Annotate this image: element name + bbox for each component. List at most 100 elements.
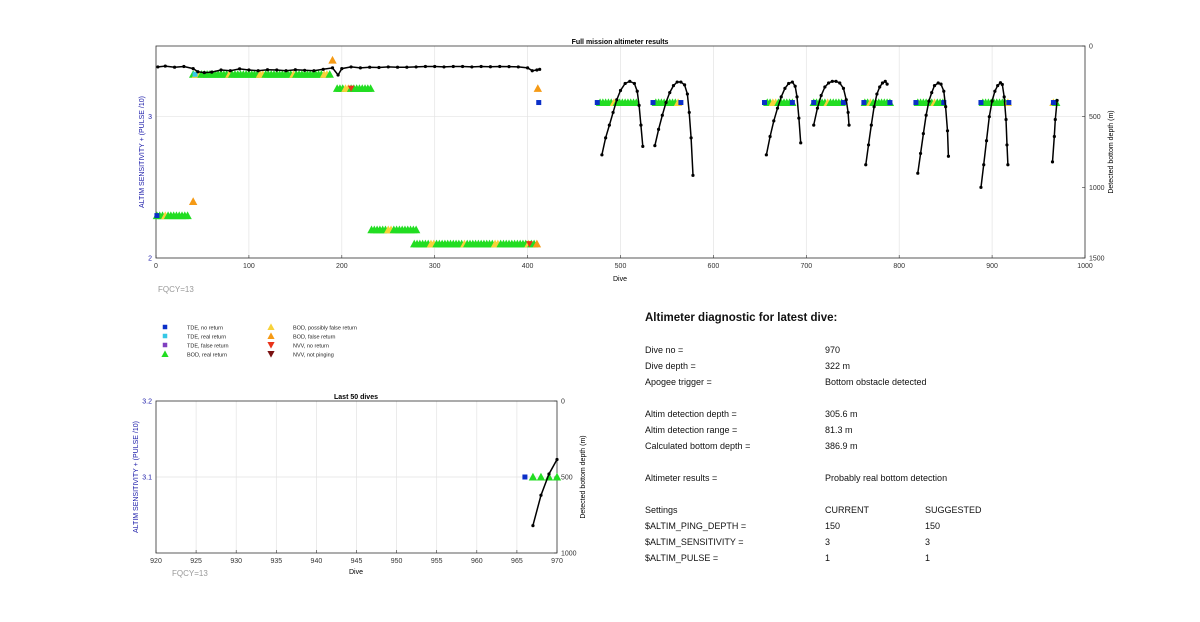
x-tick-label: 940 [311, 558, 323, 565]
diag-label: Apogee trigger = [645, 377, 712, 387]
bod-false-return-marker [188, 197, 198, 205]
depth-point [847, 123, 851, 127]
depth-point [460, 64, 465, 69]
diagnostic-panel: Altimeter diagnostic for latest dive: Di… [645, 312, 1075, 569]
depth-point [883, 79, 887, 83]
tde-no-return-marker [861, 100, 867, 106]
x-tick-label: 100 [243, 263, 255, 270]
depth-point [826, 81, 831, 85]
depth-point [498, 64, 502, 69]
depth-point [386, 65, 390, 69]
depth-point [979, 185, 983, 189]
diag-value: 81.3 m [825, 425, 853, 435]
y-right-tick-label: 500 [561, 475, 573, 482]
depth-point [668, 91, 672, 95]
depth-point [182, 64, 186, 69]
diag-value: 305.6 m [825, 409, 858, 419]
depth-point [775, 106, 780, 110]
depth-point [539, 493, 543, 497]
x-tick-label: 920 [150, 558, 162, 565]
depth-point [936, 81, 940, 85]
depth-point [293, 68, 297, 72]
depth-point [442, 65, 446, 69]
diag-label: Dive no = [645, 345, 684, 355]
tde-no-return-marker [154, 213, 160, 219]
depth-point [530, 69, 534, 73]
legend-label: TDE, no return [187, 326, 223, 332]
depth-point [358, 66, 362, 70]
bod-real-return-marker [325, 70, 334, 78]
depth-point [916, 171, 920, 175]
bottom-chart-title: Last 50 dives [334, 394, 378, 401]
depth-point [869, 123, 873, 127]
x-tick-label: 945 [351, 558, 363, 565]
depth-point [1006, 163, 1010, 167]
depth-point [618, 88, 623, 93]
depth-point [830, 79, 834, 83]
depth-point [679, 80, 683, 84]
bottom-chart-marks [522, 457, 562, 528]
y-right-tick-label: 500 [1089, 114, 1101, 121]
tde-no-return-marker [761, 100, 767, 106]
y-right-tick-label: 1500 [1089, 256, 1105, 263]
depth-point [228, 69, 232, 73]
depth-point [611, 110, 615, 115]
legend-label: NVV, no return [293, 344, 329, 350]
depth-point [875, 92, 879, 96]
full-mission-chart: Full mission altimeter results Dive ALTI… [139, 39, 1115, 294]
depth-point [219, 68, 223, 72]
depth-point [604, 136, 608, 140]
diag-label: $ALTIM_SENSITIVITY = [645, 537, 744, 547]
x-tick-label: 600 [708, 263, 720, 270]
depth-point [479, 64, 483, 69]
depth-point [247, 68, 251, 72]
diag-value: 3 [925, 537, 931, 547]
top-chart-ylabel-right: Detected bottom depth (m) [1108, 110, 1115, 193]
diag-label: Altim detection depth = [645, 409, 737, 419]
depth-point [414, 65, 418, 69]
depth-point [812, 123, 816, 127]
bottom-chart-xlabel: Dive [349, 569, 363, 576]
depth-point [1004, 117, 1008, 122]
y-left-tick-label: 3.1 [142, 475, 152, 482]
depth-point [689, 136, 693, 140]
depth-point [637, 103, 641, 107]
tde-no-return-marker [811, 100, 817, 106]
depth-point [834, 79, 838, 83]
diag-column-header: CURRENT [825, 505, 869, 515]
tde-no-return-marker [789, 100, 795, 106]
legend-label: NVV, not pinging [293, 353, 334, 359]
depth-point [795, 95, 799, 99]
diag-label: $ALTIM_PING_DEPTH = [645, 521, 747, 531]
bod-real-return-marker [536, 472, 546, 481]
depth-point [256, 69, 260, 73]
depth-point [942, 89, 946, 93]
tde-no-return-marker [536, 100, 542, 106]
top-chart-fqcy: FQCY=13 [158, 285, 194, 294]
depth-point [866, 143, 871, 147]
depth-point [1005, 143, 1009, 147]
depth-point [993, 89, 997, 93]
depth-point [664, 100, 668, 105]
depth-point [632, 81, 637, 86]
legend-triangle-down-icon [267, 342, 275, 349]
depth-point [395, 65, 400, 69]
diagnostic-title: Altimeter diagnostic for latest dive: [645, 312, 838, 324]
depth-point [772, 119, 776, 123]
depth-point [675, 80, 679, 84]
depth-point [607, 123, 611, 127]
depth-point [838, 81, 842, 85]
nvv-no-return-marker [526, 241, 533, 248]
depth-point [793, 84, 797, 88]
legend-label: BOD, real return [187, 353, 227, 359]
depth-point [488, 65, 493, 69]
bottom-chart-grid [155, 400, 558, 553]
diag-row-dive-no: Dive no = 970 [645, 345, 1075, 361]
diag-value: 150 [825, 521, 841, 531]
depth-point [1053, 117, 1057, 122]
depth-line [654, 81, 694, 176]
depth-point [653, 144, 657, 148]
legend-triangle-up-icon [161, 350, 169, 357]
diag-row-settings-header: Settings CURRENT SUGGESTED [645, 505, 1075, 521]
depth-point [656, 127, 661, 131]
